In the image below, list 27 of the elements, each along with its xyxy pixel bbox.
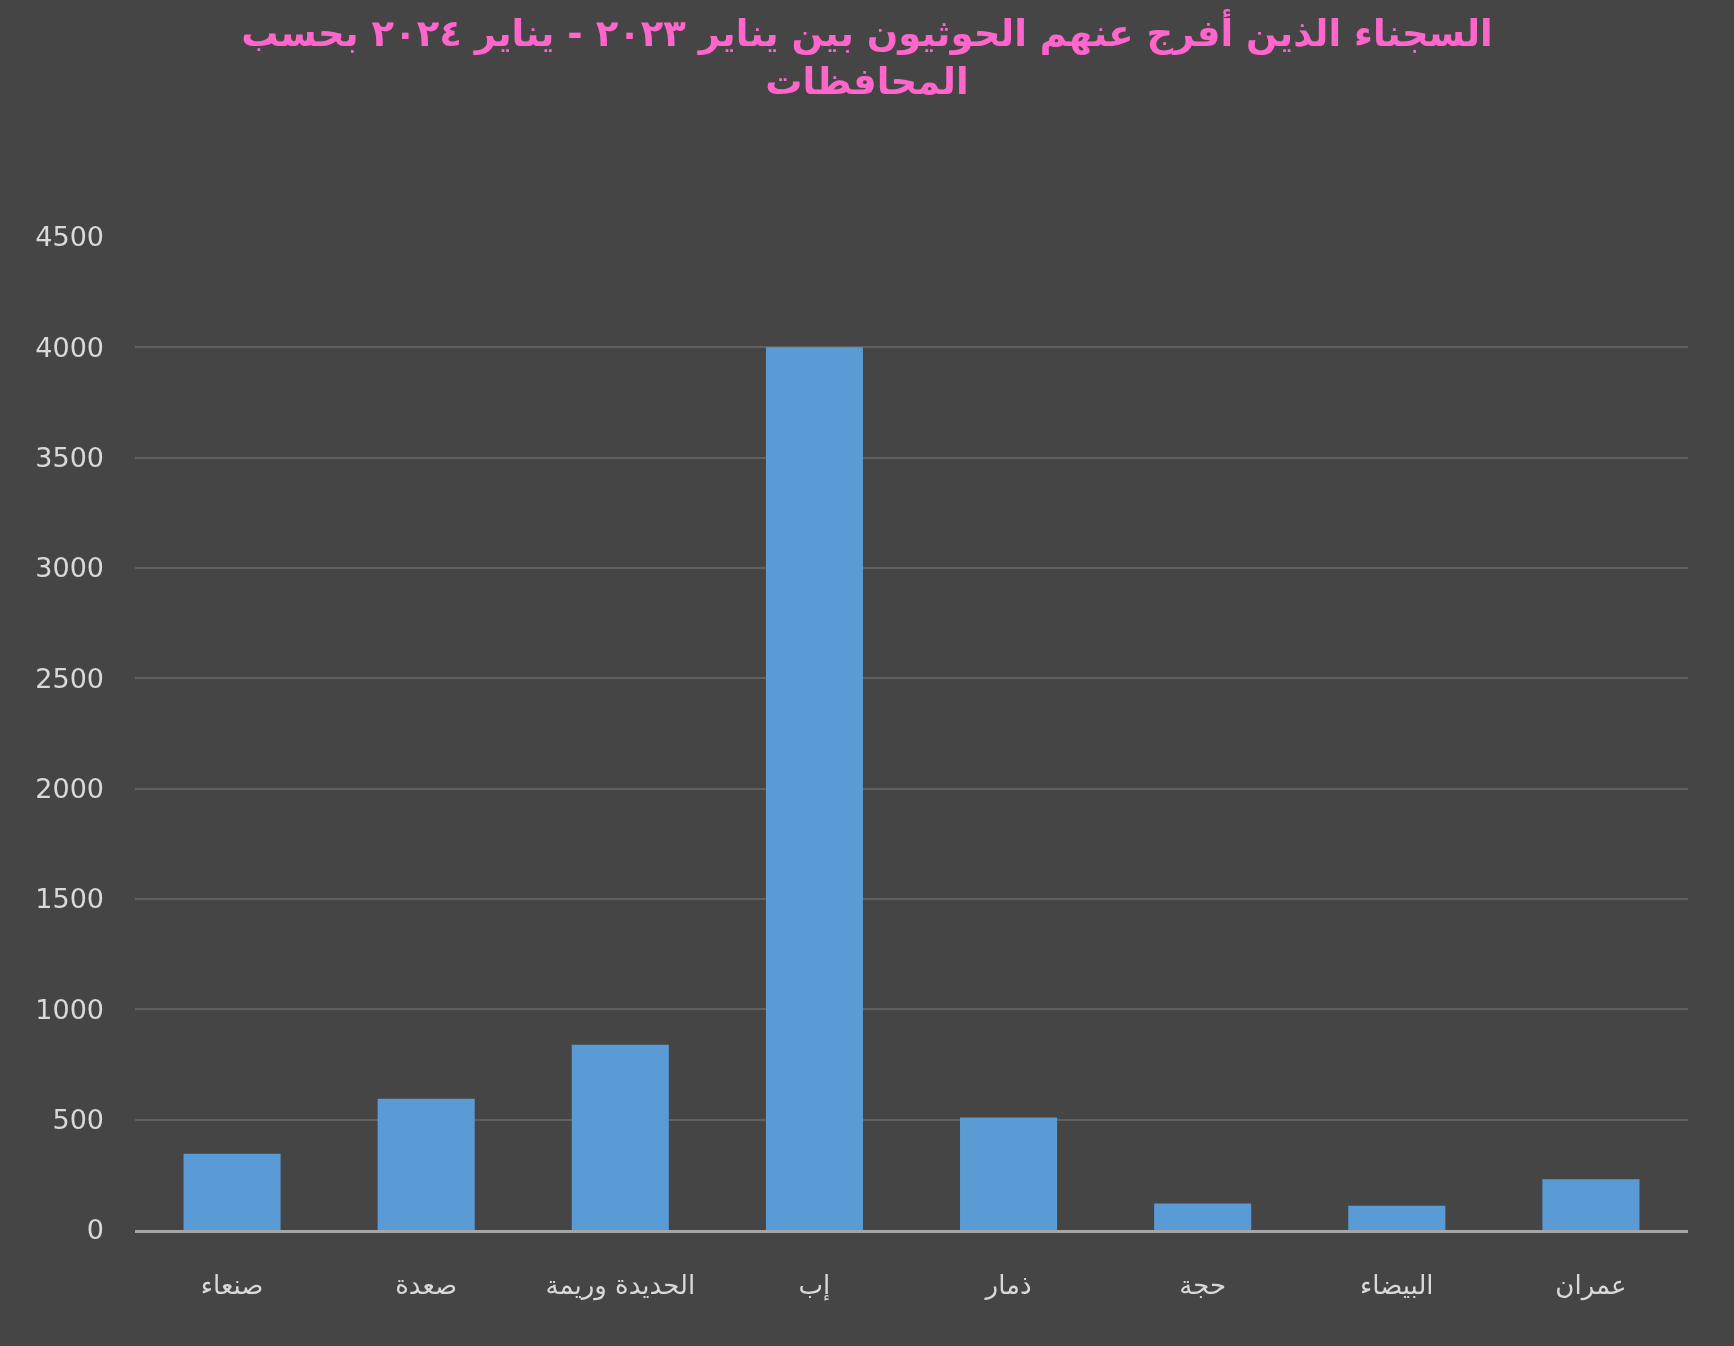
x-tick-label: صعدة xyxy=(395,1270,458,1301)
chart-title: السجناء الذين أفرج عنهم الحوثيون بين يناير ٢٠٢٣ - يناير ٢٠٢٤ بحسب المحافظات xyxy=(241,9,1493,104)
bar xyxy=(1542,1179,1640,1230)
x-tick-label: عمران xyxy=(1555,1270,1627,1302)
y-tick-label: 2500 xyxy=(35,662,104,694)
y-tick-label: 3000 xyxy=(35,552,104,584)
y-tick-label: 500 xyxy=(52,1104,104,1136)
bar xyxy=(571,1044,669,1230)
x-tick-label: صنعاء xyxy=(200,1270,264,1301)
x-tick-label: البيضاء xyxy=(1360,1270,1434,1301)
y-tick-label: 4500 xyxy=(35,221,104,253)
x-tick-label: ذمار xyxy=(983,1270,1032,1301)
x-tick-label: الحديدة وريمة xyxy=(545,1270,696,1302)
y-tick-label: 0 xyxy=(86,1214,104,1246)
bar xyxy=(1348,1205,1446,1230)
y-tick-label: 3500 xyxy=(35,442,104,474)
y-tick-label: 4000 xyxy=(35,331,104,363)
bar xyxy=(765,347,863,1230)
bar xyxy=(960,1117,1058,1230)
y-tick-label: 1000 xyxy=(35,993,104,1025)
bar xyxy=(183,1153,281,1230)
x-tick-label: إب xyxy=(798,1270,831,1302)
x-tick-label: حجة xyxy=(1179,1270,1227,1301)
y-tick-label: 2000 xyxy=(35,773,104,805)
y-tick-label: 1500 xyxy=(35,883,104,915)
bar xyxy=(377,1098,475,1230)
bar xyxy=(1154,1203,1252,1230)
